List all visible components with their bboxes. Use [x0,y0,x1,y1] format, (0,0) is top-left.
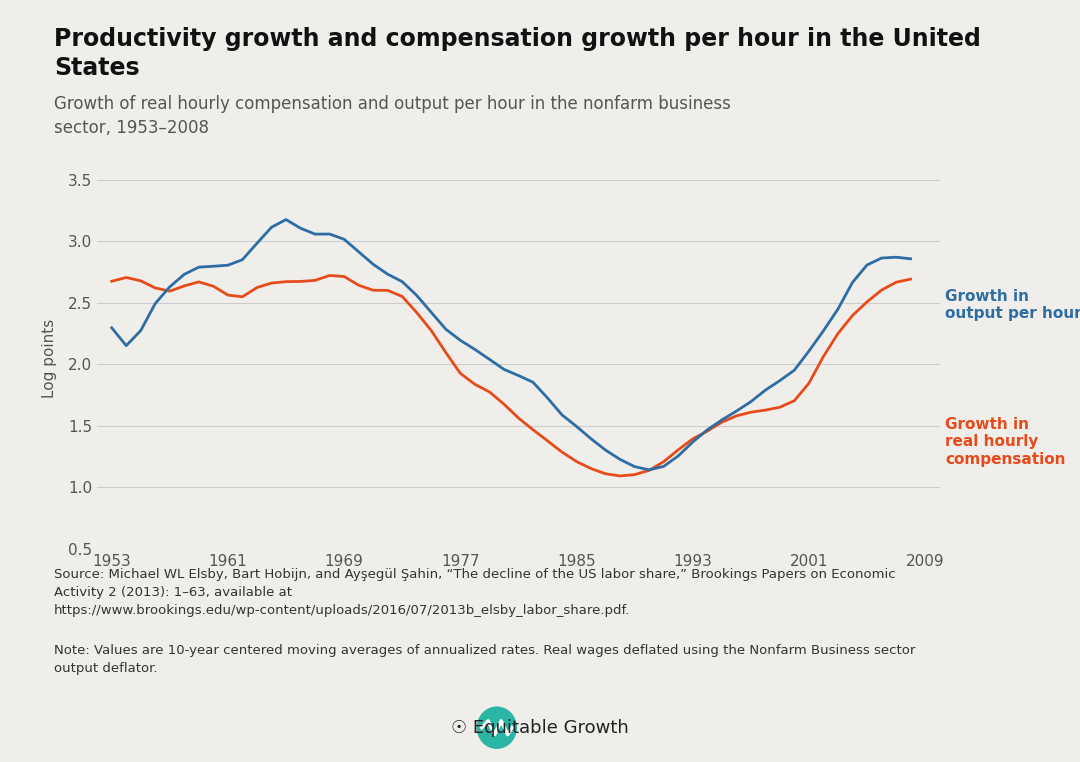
Text: Productivity growth and compensation growth per hour in the United
States: Productivity growth and compensation gro… [54,27,981,80]
Circle shape [477,707,516,748]
Text: ☉ Equitable Growth: ☉ Equitable Growth [451,719,629,737]
Y-axis label: Log points: Log points [42,319,57,398]
Text: Growth in
real hourly
compensation: Growth in real hourly compensation [945,417,1066,467]
Text: Note: Values are 10-year centered moving averages of annualized rates. Real wage: Note: Values are 10-year centered moving… [54,644,916,675]
Text: Growth of real hourly compensation and output per hour in the nonfarm business
s: Growth of real hourly compensation and o… [54,95,731,137]
Text: Source: Michael WL Elsby, Bart Hobijn, and Ayşegül Şahin, “The decline of the US: Source: Michael WL Elsby, Bart Hobijn, a… [54,568,895,616]
Text: Growth in
output per hour: Growth in output per hour [945,289,1080,321]
